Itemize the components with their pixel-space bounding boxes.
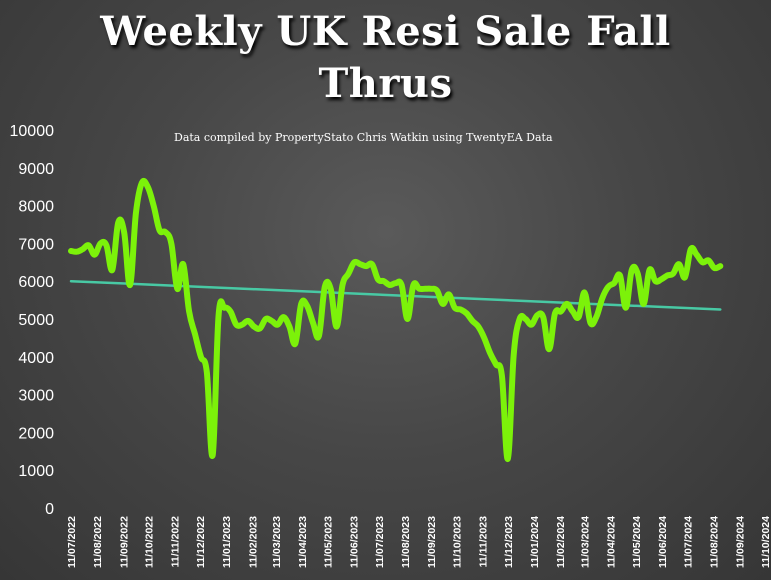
x-tick-label: 11/06/2023 (348, 516, 360, 568)
y-tick-label: 4000 (18, 350, 54, 367)
y-tick-label: 2000 (18, 425, 54, 442)
chart-title: Weekly UK Resi Sale Fall Thrus (0, 6, 771, 110)
x-tick-label: 11/03/2024 (580, 516, 592, 568)
y-tick-label: 3000 (18, 388, 54, 405)
x-tick-label: 11/02/2023 (247, 516, 259, 568)
chart-title-line-1: Weekly UK Resi Sale Fall (100, 8, 671, 55)
x-tick-label: 11/01/2023 (221, 516, 233, 568)
y-tick-label: 6000 (18, 274, 54, 291)
x-tick-label: 11/11/2023 (478, 516, 490, 568)
y-tick-label: 10000 (10, 123, 55, 140)
x-tick-label: 11/10/2024 (760, 516, 771, 568)
y-tick-label: 9000 (18, 161, 54, 178)
x-tick-label: 11/08/2023 (400, 516, 412, 568)
x-tick-label: 11/10/2023 (451, 516, 463, 568)
series-line (68, 177, 724, 462)
x-axis: 11/07/2022 11/08/2022 11/09/2022 11/10/2022… (66, 516, 771, 568)
y-tick-label: 1000 (18, 463, 54, 480)
series-layer (68, 177, 724, 462)
x-tick-label: 11/01/2024 (529, 516, 541, 568)
x-tick-label: 11/07/2022 (66, 516, 78, 568)
y-axis: 0 1000 2000 3000 4000 5000 6000 7000 8000 9000 100… (10, 123, 55, 518)
x-tick-label: 11/03/2023 (271, 516, 283, 568)
x-tick-label: 11/12/2022 (195, 516, 207, 568)
y-tick-label: 0 (45, 501, 54, 518)
x-tick-label: 11/05/2023 (322, 516, 334, 568)
x-tick-label: 11/09/2023 (426, 516, 438, 568)
x-tick-label: 11/09/2022 (118, 516, 130, 568)
x-tick-label: 11/10/2022 (144, 516, 156, 568)
x-tick-label: 11/11/2022 (170, 516, 182, 568)
chart-subtitle: Data compiled by PropertyStato Chris Wat… (174, 131, 553, 144)
x-tick-label: 11/09/2024 (735, 516, 747, 568)
y-tick-label: 8000 (18, 199, 54, 216)
x-tick-label: 11/08/2022 (92, 516, 104, 568)
y-tick-label: 5000 (18, 312, 54, 329)
chart-title-line-2: Thrus (318, 60, 453, 107)
x-tick-label: 11/02/2024 (555, 516, 567, 568)
y-tick-label: 7000 (18, 236, 54, 253)
x-tick-label: 11/07/2023 (374, 516, 386, 568)
x-tick-label: 11/04/2024 (606, 516, 618, 568)
x-tick-label: 11/05/2024 (631, 516, 643, 568)
x-tick-label: 11/07/2024 (682, 516, 694, 568)
x-tick-label: 11/06/2024 (657, 516, 669, 568)
x-tick-label: 11/12/2023 (503, 516, 515, 568)
x-tick-label: 11/08/2024 (709, 516, 721, 568)
x-tick-label: 11/04/2023 (297, 516, 309, 568)
